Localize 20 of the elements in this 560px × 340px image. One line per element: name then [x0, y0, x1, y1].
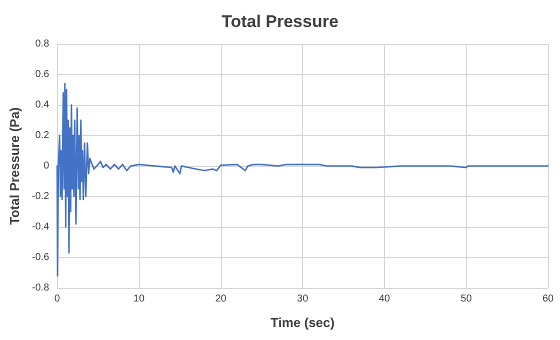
- y-tick-label: -0.8: [32, 282, 50, 294]
- line-series: [56, 82, 549, 277]
- y-tick-label: 0.2: [35, 130, 50, 141]
- x-tick-label: 0: [54, 294, 60, 304]
- y-tick-label: 0: [44, 160, 50, 172]
- y-tick-label: -0.6: [32, 252, 50, 263]
- x-tick-label: 50: [460, 294, 472, 304]
- x-tick-label: 40: [378, 294, 390, 304]
- y-tick-label: -0.4: [32, 222, 50, 232]
- x-tick-label: 20: [215, 294, 227, 304]
- y-tick-label: 0.4: [35, 100, 50, 110]
- y-tick-label: -0.2: [32, 191, 50, 202]
- x-axis-title: Time (sec): [270, 315, 335, 330]
- y-axis-title: Total Pressure (Pa): [7, 107, 22, 225]
- x-tick-label: 30: [297, 294, 309, 304]
- y-tick-label: 0.8: [35, 38, 50, 50]
- y-tick-label: 0.6: [35, 69, 50, 80]
- x-tick-label: 10: [133, 294, 145, 304]
- x-tick-label: 60: [542, 294, 554, 304]
- chart-title: Total Pressure: [222, 12, 338, 31]
